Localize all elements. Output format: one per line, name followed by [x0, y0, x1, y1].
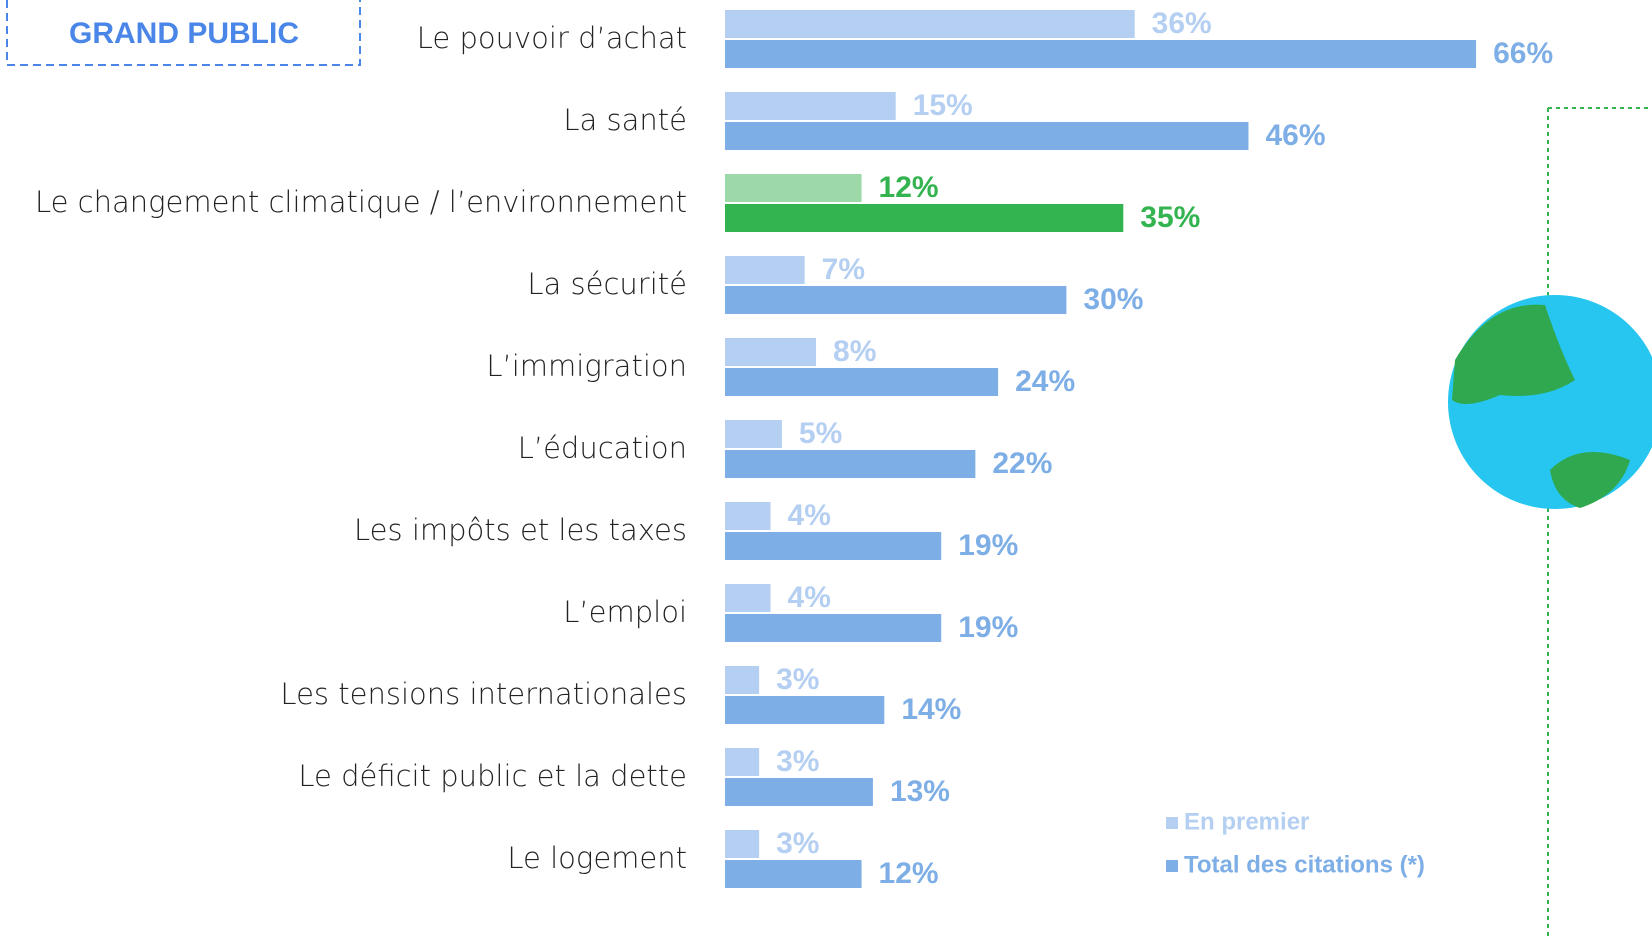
- value-label: 3%: [776, 745, 819, 778]
- value-label: 24%: [1015, 365, 1075, 398]
- bar: [725, 532, 942, 560]
- panel-label: GRAND PUBLIC: [69, 17, 299, 50]
- category-label: L’immigration: [486, 349, 687, 383]
- bar: [725, 10, 1135, 38]
- legend-label: Total des citations (*): [1184, 851, 1425, 878]
- category-label: Le pouvoir d’achat: [417, 21, 687, 55]
- value-label: 19%: [958, 529, 1018, 562]
- category-label: L’emploi: [563, 595, 687, 629]
- value-label: 7%: [822, 253, 865, 286]
- value-label: 15%: [913, 89, 973, 122]
- side-box: [1547, 107, 1652, 938]
- legend-swatch: [1166, 860, 1178, 872]
- bar: [725, 860, 862, 888]
- bar: [725, 614, 942, 642]
- bar: [725, 368, 999, 396]
- bar: [725, 338, 817, 366]
- value-label: 5%: [799, 417, 842, 450]
- value-label: 3%: [776, 827, 819, 860]
- value-label: 66%: [1493, 37, 1553, 70]
- category-label: Le logement: [507, 841, 687, 875]
- value-label: 12%: [879, 857, 939, 890]
- value-label: 14%: [901, 693, 961, 726]
- bar: [725, 778, 873, 806]
- bar: [725, 666, 760, 694]
- bar: [725, 92, 896, 120]
- bar: [725, 204, 1124, 232]
- value-label: 4%: [788, 499, 831, 532]
- globe: [1448, 295, 1652, 509]
- category-label: Les tensions internationales: [280, 677, 687, 711]
- category-label: La sécurité: [527, 267, 687, 301]
- value-label: 19%: [958, 611, 1018, 644]
- bar: [725, 286, 1067, 314]
- category-label: Les impôts et les taxes: [354, 513, 687, 547]
- value-label: 30%: [1083, 283, 1143, 316]
- legend-swatch: [1166, 817, 1178, 829]
- value-label: 13%: [890, 775, 950, 808]
- panel-box: [6, 0, 361, 66]
- bar: [725, 748, 760, 776]
- value-label: 3%: [776, 663, 819, 696]
- bar: [725, 502, 771, 530]
- value-label: 12%: [879, 171, 939, 204]
- bar: [725, 256, 805, 284]
- value-label: 35%: [1140, 201, 1200, 234]
- bar: [725, 696, 885, 724]
- legend-label: En premier: [1184, 808, 1309, 835]
- category-label: Le changement climatique / l’environneme…: [35, 185, 687, 219]
- bar: [725, 830, 760, 858]
- category-label: Le déficit public et la dette: [298, 759, 687, 793]
- bar: [725, 122, 1249, 150]
- category-label: L’éducation: [518, 431, 687, 465]
- bar: [725, 420, 782, 448]
- bar: [725, 450, 976, 478]
- value-label: 8%: [833, 335, 876, 368]
- bar: [725, 174, 862, 202]
- category-label: La santé: [563, 103, 687, 137]
- bar: [725, 584, 771, 612]
- value-label: 46%: [1265, 119, 1325, 152]
- value-label: 22%: [992, 447, 1052, 480]
- bar: [725, 40, 1477, 68]
- value-label: 36%: [1152, 7, 1212, 40]
- value-label: 4%: [788, 581, 831, 614]
